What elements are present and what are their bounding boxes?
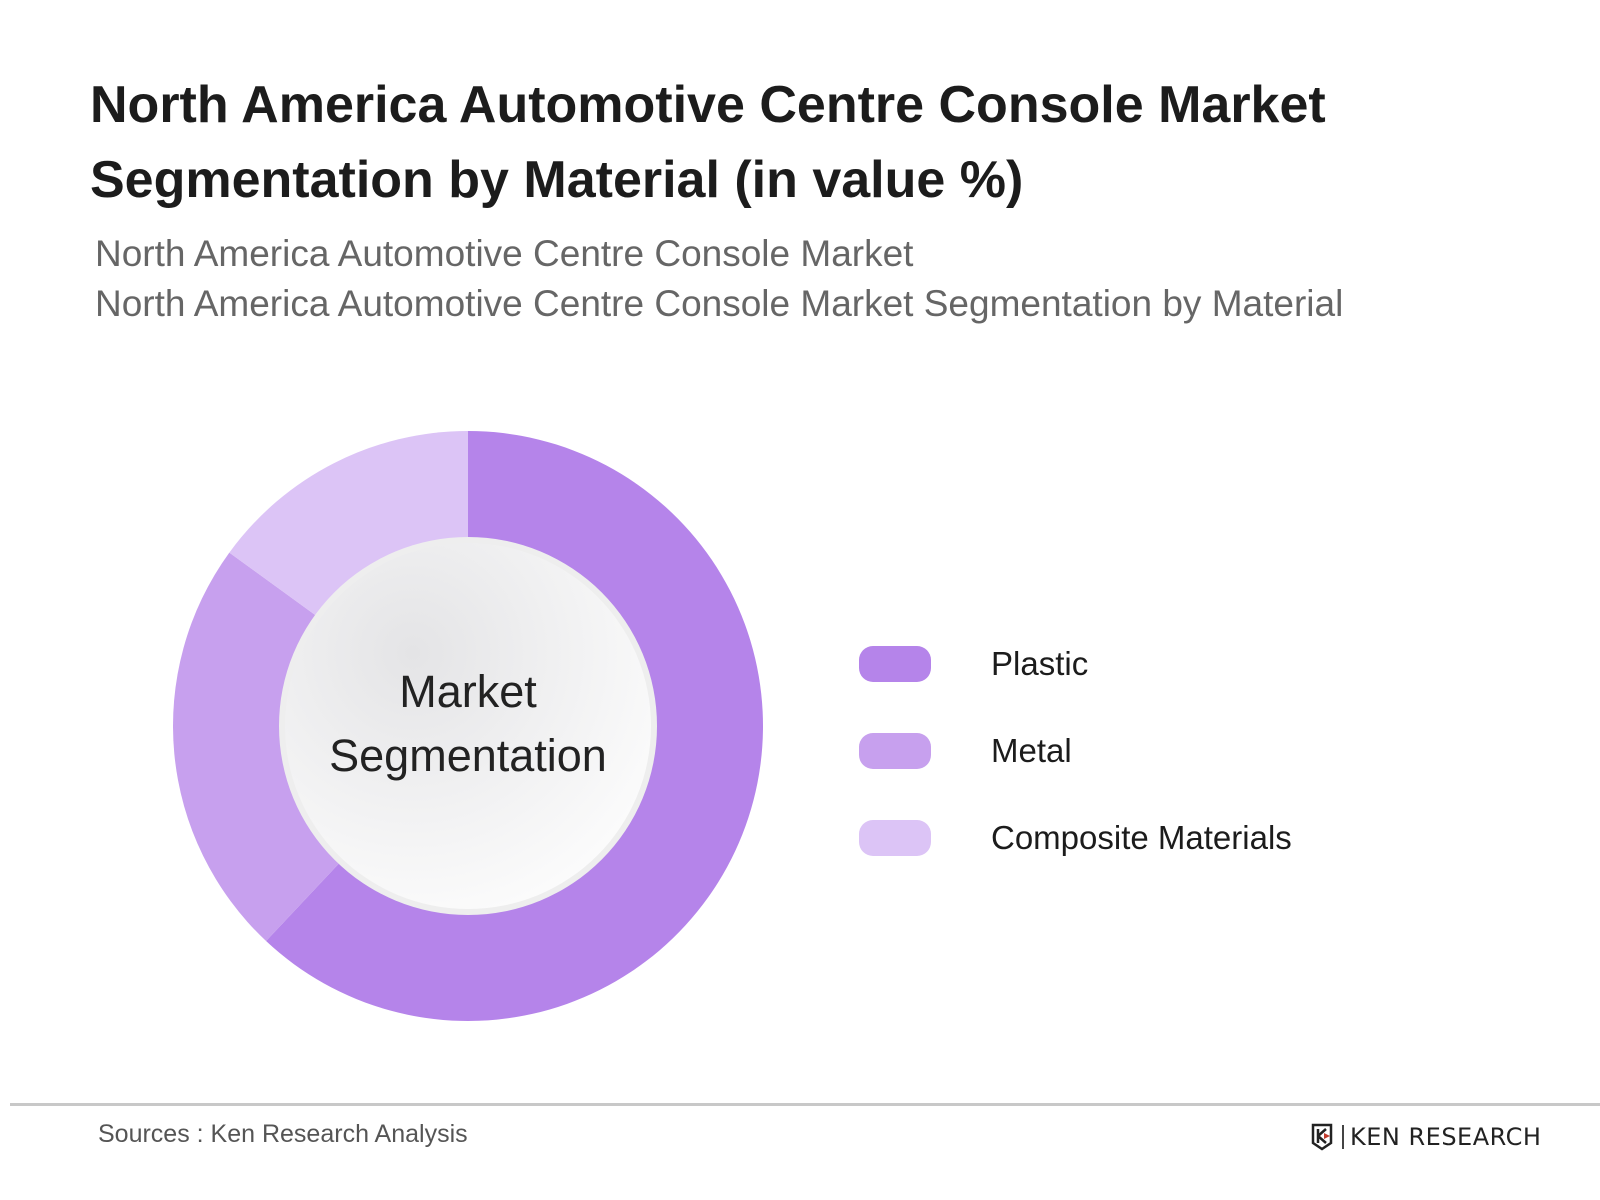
source-note: Sources : Ken Research Analysis [98, 1120, 468, 1148]
legend-item-metal: Metal [859, 707, 1292, 794]
subtitle-line-1: North America Automotive Centre Console … [95, 233, 914, 274]
donut-hole [285, 543, 651, 909]
center-label-line-2: Segmentation [329, 730, 607, 781]
subtitle-line-2: North America Automotive Centre Console … [95, 283, 1344, 324]
legend-label-metal: Metal [991, 731, 1072, 769]
chart-title: North America Automotive Centre Console … [90, 76, 1326, 209]
center-label-line-1: Market [399, 666, 537, 717]
logo-divider [1342, 1125, 1344, 1149]
ken-research-logo: KEN RESEARCH [1310, 1123, 1541, 1151]
legend-item-composite: Composite Materials [859, 794, 1292, 881]
ken-research-logo-icon [1311, 1123, 1333, 1151]
footer-divider [10, 1103, 1600, 1106]
legend-label-plastic: Plastic [991, 644, 1089, 682]
legend: Plastic Metal Composite Materials [859, 620, 1292, 881]
legend-label-composite: Composite Materials [991, 818, 1292, 856]
legend-swatch-metal [859, 732, 931, 769]
logo-text: KEN RESEARCH [1350, 1123, 1542, 1151]
legend-item-plastic: Plastic [859, 620, 1292, 707]
center-label: Market Segmentation [300, 660, 636, 788]
legend-swatch-plastic [859, 645, 931, 682]
legend-swatch-composite [859, 819, 931, 856]
